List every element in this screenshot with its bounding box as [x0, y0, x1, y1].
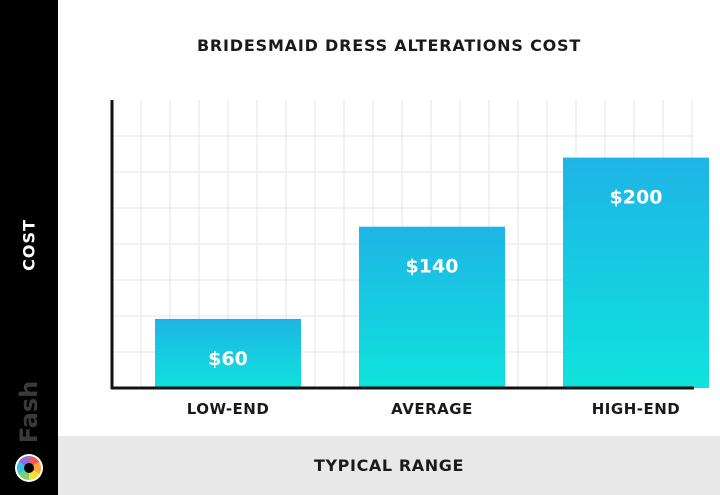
brand-watermark: Fash	[15, 380, 43, 444]
x-tick-label: HIGH-END	[591, 400, 681, 418]
y-axis-label: COST	[19, 219, 39, 271]
x-axis-label: TYPICAL RANGE	[313, 456, 465, 475]
bar-value-label: $60	[208, 348, 248, 370]
bars: $60 $140 $200	[155, 157, 709, 388]
bar-value-label: $200	[610, 187, 663, 209]
axes	[110, 100, 694, 390]
footer-band: TYPICAL RANGE	[58, 436, 720, 495]
bar-average	[359, 226, 505, 388]
x-tick-label: LOW-END	[186, 400, 270, 418]
camera-aperture-icon	[15, 454, 43, 482]
bar-chart: $60 $140 $200	[110, 100, 709, 390]
chart-title: BRIDESMAID DRESS ALTERATIONS COST	[196, 36, 582, 55]
sidebar: COST Fash	[0, 0, 58, 495]
x-tick-label: AVERAGE	[391, 400, 473, 418]
bar-value-label: $140	[406, 256, 459, 278]
bar-high-end	[563, 157, 709, 388]
bar-low-end	[155, 318, 301, 388]
